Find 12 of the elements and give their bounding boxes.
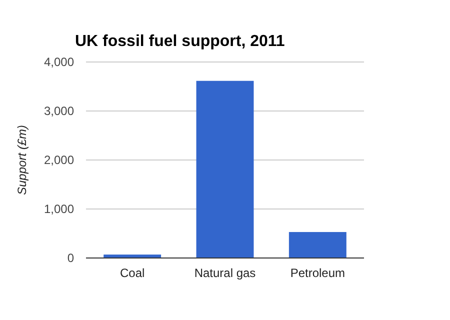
- y-tick-label: 3,000: [44, 104, 74, 118]
- bar: [196, 80, 254, 258]
- y-tick-label: 0: [67, 251, 74, 266]
- x-tick-label: Natural gas: [194, 266, 256, 280]
- x-tick-label: Petroleum: [290, 266, 346, 280]
- y-tick-label: 1,000: [44, 202, 74, 216]
- bar: [288, 232, 346, 258]
- chart-title: UK fossil fuel support, 2011: [75, 33, 285, 50]
- y-tick-label: 4,000: [44, 55, 74, 70]
- y-axis-title: Support (£m): [15, 124, 29, 196]
- x-tick-label: Coal: [120, 266, 145, 280]
- y-tick-label: 2,000: [44, 153, 74, 168]
